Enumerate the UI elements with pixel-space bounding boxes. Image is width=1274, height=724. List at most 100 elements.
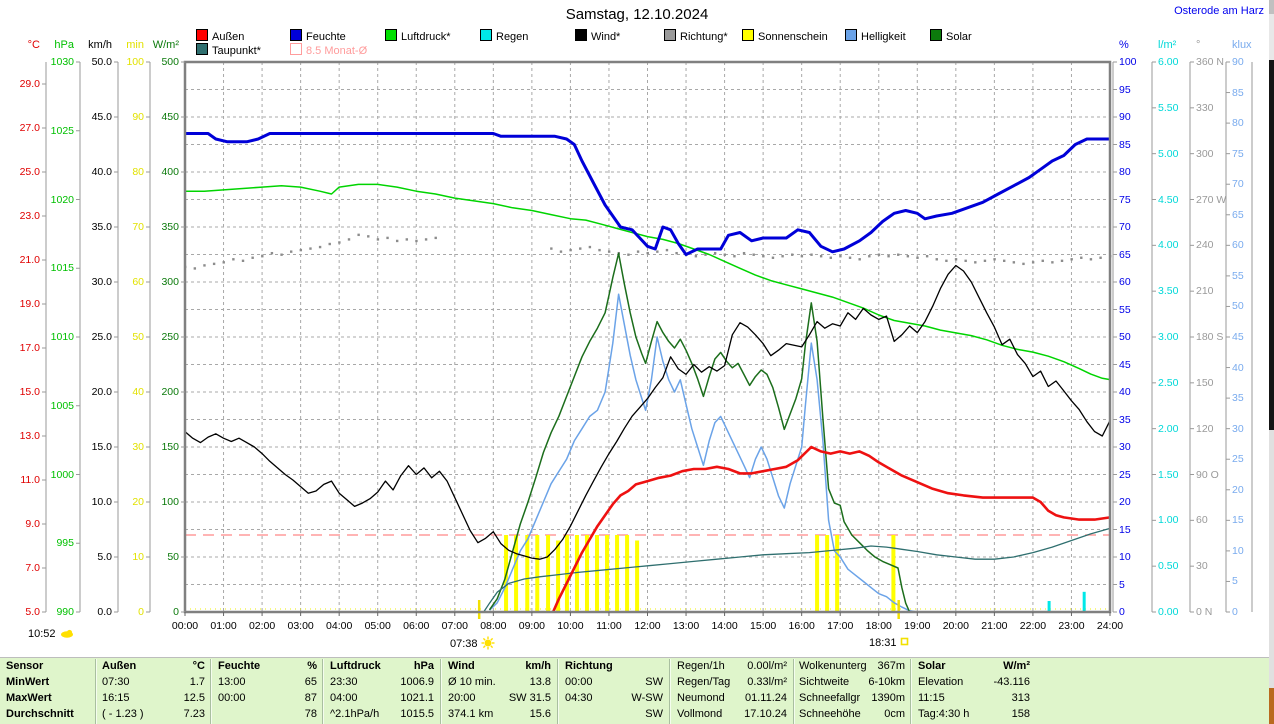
axis-tick-label: 20 (1119, 496, 1131, 508)
axis-tick-label: 75 (1232, 147, 1244, 160)
sonnenschein-bar (815, 535, 820, 611)
cell-value: 1.7 (189, 676, 205, 688)
axis-tick-label: 5.0 (97, 551, 112, 563)
axis-tick-label: 1005 (50, 399, 74, 412)
cell-label: 07:30 (102, 676, 130, 688)
cell-label: Schneehöhe (799, 708, 861, 720)
sunset-time: 18:31 (869, 637, 897, 649)
x-axis-label: 17:00 (827, 620, 854, 632)
axis-tick-label: 23.0 (19, 210, 40, 222)
axis-tick-label: 80 (1119, 166, 1131, 178)
sonnenschein-bar (556, 540, 561, 611)
axis-tick-label: 85 (1232, 86, 1244, 99)
x-axis-label: 03:00 (287, 620, 314, 632)
axis-tick-label: 85 (1119, 138, 1131, 151)
axis-tick-label: 2.50 (1158, 376, 1179, 389)
axis-tick-label: 60 (1232, 239, 1244, 252)
legend-item-monat: 8.5 Monat-Ø (290, 43, 367, 57)
table-cell: ^2.1hPa/h 1015.5 (330, 707, 434, 722)
cell-label: 04:30 (565, 692, 593, 704)
x-axis-label: 11:00 (596, 620, 622, 632)
table-cell: 23:30 1006.9 (330, 675, 434, 690)
sonnenschein-bar (535, 535, 540, 611)
table-cell: Außen °C (102, 659, 205, 674)
legend-item-richtung: Richtung* (664, 29, 728, 43)
axis-tick-label: 90 (1232, 56, 1244, 68)
legend-swatch-icon (290, 43, 302, 55)
feuchte-line (185, 132, 1110, 256)
cell-value: % (307, 660, 317, 672)
legend-label: Feuchte (306, 31, 346, 43)
axis-tick-label: 80 (1232, 117, 1244, 130)
page-title: Samstag, 12.10.2024 (565, 6, 709, 23)
x-axis-label: 05:00 (364, 620, 391, 632)
table-cell: 00:00 87 (218, 691, 317, 706)
axis-tick-label: 60 (1196, 514, 1208, 527)
regen-bar (1047, 601, 1051, 611)
table-cell: 11:15 313 (918, 691, 1030, 706)
table-cell: Tag:4:30 h 158 (918, 707, 1030, 722)
cell-value: 87 (304, 692, 317, 704)
axis-unit-min: min (126, 39, 144, 51)
x-axis-label: 04:00 (326, 620, 353, 632)
axis-tick-label: 30 (1196, 560, 1208, 573)
axis-tick-label: 9.0 (25, 518, 40, 530)
x-axis-label: 16:00 (788, 620, 815, 632)
axis-tick-label: 50.0 (91, 56, 112, 68)
axis-tick-label: 50 (1232, 300, 1244, 313)
axis-tick-label: 45 (1232, 331, 1244, 343)
axis-tick-label: 90 O (1196, 468, 1219, 481)
cell-value: °C (192, 660, 205, 672)
cell-label: Tag:4:30 h (918, 708, 970, 720)
axis-tick-label: 5 (1232, 575, 1238, 588)
table-cell: MinWert (6, 675, 92, 690)
axis-tick-label: 65 (1119, 248, 1131, 261)
legend-label: Sonnenschein (758, 31, 828, 43)
x-axis-label: 21:00 (981, 620, 1008, 632)
axis-tick-label: 1030 (50, 56, 74, 68)
taupunkt-line (483, 527, 1111, 613)
legend-swatch-icon (480, 29, 492, 41)
axis-tick-label: 1025 (50, 124, 74, 137)
axis-tick-label: 350 (161, 221, 179, 233)
x-axis-label: 15:00 (749, 620, 777, 632)
axis-tick-label: 6.00 (1158, 56, 1179, 68)
table-separator (910, 659, 912, 724)
background-window-sliver (1269, 430, 1274, 688)
cell-value: SW 31.5 (508, 692, 551, 704)
table-cell: Sensor (6, 659, 92, 674)
table-cell: Schneehöhe 0cm (799, 707, 905, 722)
cell-value: 0.00l/m² (747, 660, 787, 672)
axis-tick-label: 1000 (50, 468, 74, 481)
cell-value: 367m (877, 660, 905, 672)
cell-value: 12.5 (183, 692, 205, 704)
cell-value: km/h (525, 660, 551, 672)
x-axis-label: 10:00 (557, 620, 584, 632)
legend-item-luftdruck: Luftdruck* (385, 29, 451, 43)
table-separator (322, 659, 324, 724)
sunrise-marker: 07:38 (450, 636, 496, 650)
axis-tick-label: 10 (1119, 551, 1131, 563)
axis-tick-label: 60 (132, 276, 144, 288)
table-cell: Wind km/h (448, 659, 551, 674)
axis-tick-label: 20 (1232, 483, 1244, 496)
cell-label: Durchschnitt (6, 708, 74, 720)
axis-tick-label: 60 (1119, 276, 1131, 288)
cell-value: 0cm (884, 708, 905, 720)
cell-label: MinWert (6, 676, 50, 688)
axis-tick-label: 35.0 (91, 221, 112, 233)
axis-tick-label: 80 (132, 166, 144, 178)
axis-tick-label: 1020 (50, 193, 74, 206)
axis-tick-label: 100 (1119, 56, 1137, 68)
axis-tick-label: 450 (161, 111, 179, 123)
background-window-sliver (1269, 60, 1274, 430)
axis-unit-hpa: hPa (54, 39, 74, 51)
cell-label: Wolkenunterg (799, 660, 867, 672)
sonnenschein-bar (584, 535, 589, 611)
axis-tick-label: 45 (1119, 358, 1131, 371)
cell-value: 17.10.24 (744, 708, 787, 720)
background-window-sliver (1269, 688, 1274, 724)
wind-line (184, 264, 1111, 560)
table-cell: MaxWert (6, 691, 92, 706)
cell-value: 6-10km (868, 676, 905, 688)
